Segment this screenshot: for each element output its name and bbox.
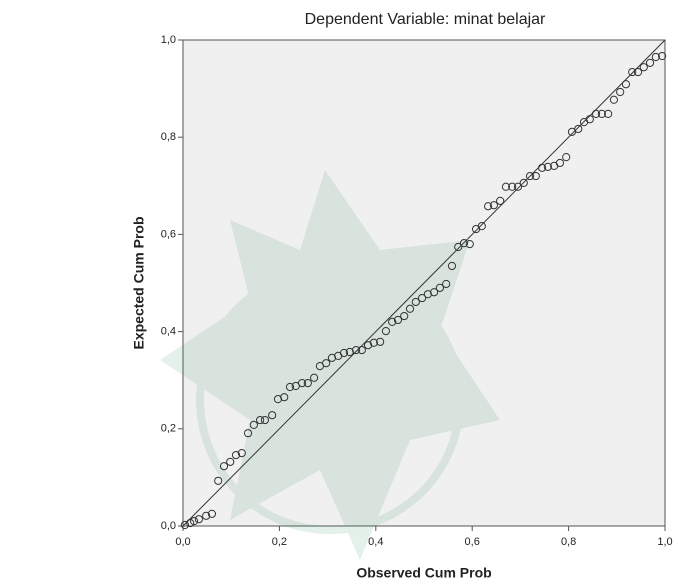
x-tick-label: 0,2	[272, 536, 287, 548]
x-tick-label: 0,4	[368, 536, 383, 548]
y-tick-label: 1,0	[161, 34, 176, 46]
chart-title: Dependent Variable: minat belajar	[305, 11, 546, 28]
x-tick-label: 0,0	[175, 536, 190, 548]
x-axis-label: Observed Cum Prob	[356, 565, 491, 581]
y-tick-label: 0,6	[161, 228, 176, 240]
y-tick-label: 0,0	[161, 520, 176, 532]
y-tick-label: 0,8	[161, 131, 176, 143]
x-tick-label: 1,0	[657, 536, 672, 548]
x-tick-label: 0,8	[561, 536, 576, 548]
chart: Dependent Variable: minat belajar Observ…	[0, 0, 678, 584]
y-tick-label: 0,4	[161, 326, 176, 338]
x-tick-label: 0,6	[465, 536, 480, 548]
y-axis-label: Expected Cum Prob	[131, 216, 147, 349]
y-tick-label: 0,2	[161, 423, 176, 435]
